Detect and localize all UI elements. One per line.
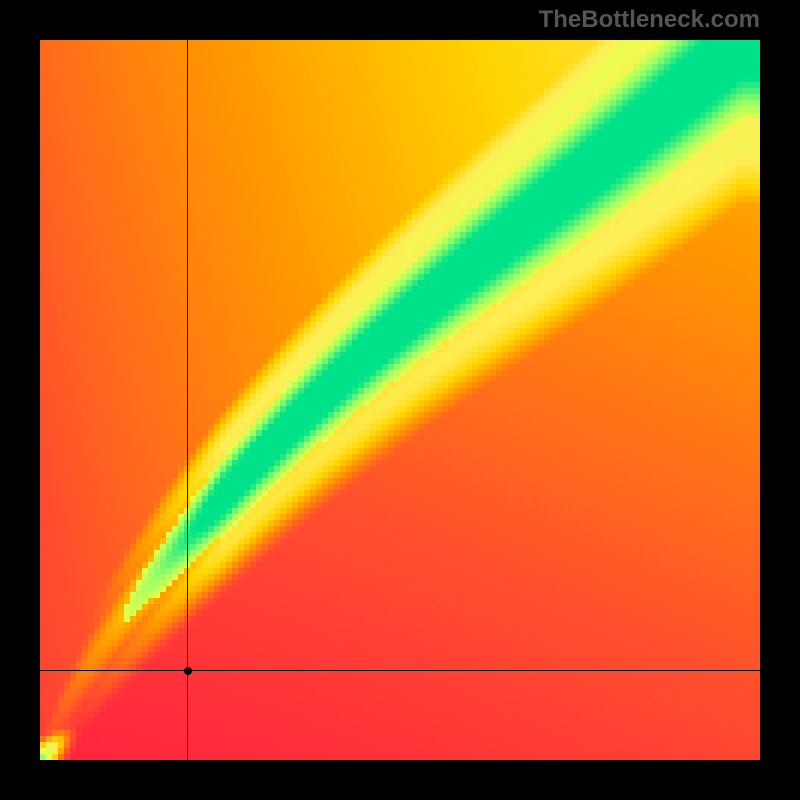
crosshair-marker	[184, 667, 192, 675]
chart-container: TheBottleneck.com	[0, 0, 800, 800]
crosshair-vertical	[187, 40, 188, 760]
bottleneck-heatmap	[40, 40, 760, 760]
crosshair-horizontal	[40, 670, 760, 671]
watermark-text: TheBottleneck.com	[539, 6, 760, 34]
